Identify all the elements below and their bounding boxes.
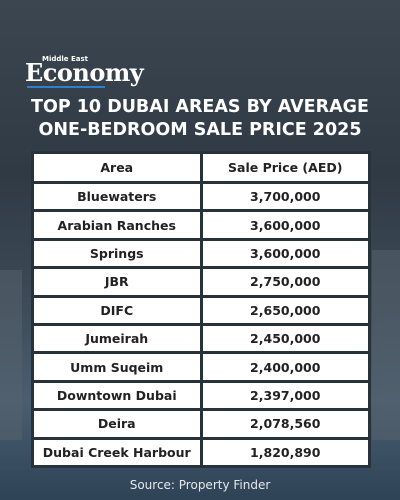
- table-row: Dubai Creek Harbour 1,820,890: [34, 439, 368, 465]
- price-cell: 2,400,000: [202, 354, 368, 380]
- area-cell: Downtown Dubai: [34, 382, 200, 409]
- table-row: Springs 3,600,000: [34, 240, 368, 267]
- title: TOP 10 DUBAI AREAS BY AVERAGE ONE-BEDROO…: [0, 96, 400, 142]
- table-row: Deira 2,078,560: [34, 411, 368, 437]
- price-cell: 3,600,000: [202, 212, 368, 238]
- price-cell: 1,820,890: [202, 439, 368, 465]
- price-cell: 2,078,560: [202, 411, 368, 437]
- area-cell: Springs: [34, 240, 200, 267]
- area-cell: Dubai Creek Harbour: [34, 439, 200, 465]
- header-row: Area Sale Price (AED): [34, 154, 368, 181]
- logo-underline: [27, 86, 105, 88]
- column-header: Area: [34, 154, 200, 181]
- table-row: DIFC 2,650,000: [34, 297, 368, 323]
- table-row: Arabian Ranches 3,600,000: [34, 212, 368, 238]
- column-header: Sale Price (AED): [202, 154, 368, 181]
- title-line: ONE-BEDROOM SALE PRICE 2025: [38, 120, 362, 140]
- source: Source: Property Finder: [129, 478, 271, 492]
- price-cell: 2,650,000: [202, 297, 368, 323]
- table-row: Jumeirah 2,450,000: [34, 325, 368, 352]
- area-cell: JBR: [34, 269, 200, 295]
- table-row: Downtown Dubai 2,397,000: [34, 382, 368, 409]
- logo-small: Middle East: [42, 55, 88, 63]
- price-cell: 2,750,000: [202, 269, 368, 295]
- price-table: Area Sale Price (AED) Bluewaters 3,700,00…: [31, 151, 371, 468]
- area-cell: Jumeirah: [34, 325, 200, 352]
- area-cell: Bluewaters: [34, 184, 200, 210]
- price-cell: 2,450,000: [202, 325, 368, 352]
- table-row: Umm Suqeim 2,400,000: [34, 354, 368, 380]
- area-cell: Umm Suqeim: [34, 354, 200, 380]
- area-cell: DIFC: [34, 297, 200, 323]
- price-cell: 3,600,000: [202, 240, 368, 267]
- price-cell: 3,700,000: [202, 184, 368, 210]
- title-line: TOP 10 DUBAI AREAS BY AVERAGE: [31, 97, 369, 117]
- table-row: JBR 2,750,000: [34, 269, 368, 295]
- area-cell: Deira: [34, 411, 200, 437]
- table-row: Bluewaters 3,700,000: [34, 184, 368, 210]
- logo: Economy: [25, 58, 144, 87]
- area-cell: Arabian Ranches: [34, 212, 200, 238]
- price-cell: 2,397,000: [202, 382, 368, 409]
